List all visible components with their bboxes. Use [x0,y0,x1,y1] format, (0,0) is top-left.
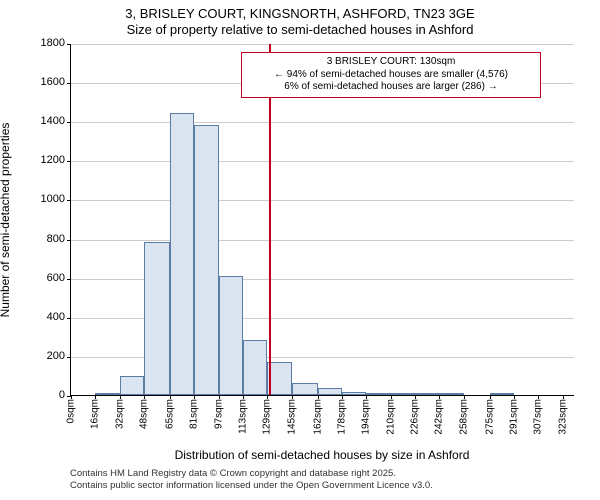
footer-attribution: Contains HM Land Registry data © Crown c… [70,468,433,493]
ytick-mark [67,83,71,84]
histogram-bar [490,393,514,395]
histogram-bar [170,113,194,395]
ytick-label: 1400 [41,115,65,127]
grid-line [71,44,574,45]
chart-container: 3, BRISLEY COURT, KINGSNORTH, ASHFORD, T… [0,0,600,500]
xtick-label: 0sqm [66,399,77,423]
xtick-label: 258sqm [458,399,469,435]
xtick-label: 210sqm [385,399,396,435]
xtick-label: 145sqm [286,399,297,435]
ytick-mark [67,240,71,241]
histogram-bar [391,393,415,395]
xtick-label: 307sqm [533,399,544,435]
ytick-label: 1600 [41,76,65,88]
footer-line-2: Contains public sector information licen… [70,480,433,492]
annotation-line-3: 6% of semi-detached houses are larger (2… [248,81,534,94]
xtick-label: 323sqm [557,399,568,435]
xtick-label: 162sqm [312,399,323,435]
histogram-bar [267,362,291,395]
histogram-bar [95,393,119,395]
xtick-label: 97sqm [213,399,224,429]
xtick-label: 129sqm [262,399,273,435]
grid-line [71,200,574,201]
ytick-label: 200 [47,350,65,362]
annotation-line-1: 3 BRISLEY COURT: 130sqm [248,56,534,69]
ytick-mark [67,161,71,162]
grid-line [71,122,574,123]
footer-line-1: Contains HM Land Registry data © Crown c… [70,468,433,480]
ytick-label: 800 [47,233,65,245]
ytick-label: 1000 [41,193,65,205]
xtick-label: 242sqm [434,399,445,435]
ytick-label: 400 [47,311,65,323]
xtick-label: 178sqm [337,399,348,435]
ytick-mark [67,122,71,123]
xtick-label: 65sqm [164,399,175,429]
ytick-label: 0 [59,389,65,401]
ytick-label: 600 [47,272,65,284]
histogram-bar [292,383,318,395]
histogram-bar [120,376,144,395]
xtick-label: 113sqm [238,399,249,434]
x-axis-label: Distribution of semi-detached houses by … [70,448,574,462]
xtick-label: 226sqm [410,399,421,435]
histogram-bar [194,125,218,395]
xtick-label: 275sqm [484,399,495,435]
title-line-2: Size of property relative to semi-detach… [0,22,600,38]
xtick-label: 32sqm [114,399,125,429]
xtick-label: 81sqm [189,399,200,429]
histogram-bar [318,388,342,395]
xtick-label: 291sqm [509,399,520,435]
grid-line [71,240,574,241]
y-axis-label: Number of semi-detached properties [0,123,12,318]
histogram-bar [219,276,243,395]
histogram-bar [366,393,390,395]
grid-line [71,161,574,162]
xtick-label: 48sqm [139,399,150,429]
annotation-line-2: ← 94% of semi-detached houses are smalle… [248,69,534,82]
ytick-mark [67,318,71,319]
ytick-mark [67,357,71,358]
title-line-1: 3, BRISLEY COURT, KINGSNORTH, ASHFORD, T… [0,6,600,22]
xtick-label: 194sqm [361,399,372,435]
ytick-mark [67,279,71,280]
histogram-bar [415,393,439,395]
xtick-label: 16sqm [90,399,101,429]
annotation-callout: 3 BRISLEY COURT: 130sqm← 94% of semi-det… [241,52,541,98]
ytick-mark [67,44,71,45]
histogram-bar [243,340,267,395]
chart-title: 3, BRISLEY COURT, KINGSNORTH, ASHFORD, T… [0,6,600,39]
ytick-mark [67,200,71,201]
ytick-label: 1200 [41,154,65,166]
histogram-bar [342,392,366,395]
ytick-label: 1800 [41,37,65,49]
plot-area: 0200400600800100012001400160018000sqm16s… [70,44,574,396]
histogram-bar [439,393,463,395]
histogram-bar [144,242,170,395]
